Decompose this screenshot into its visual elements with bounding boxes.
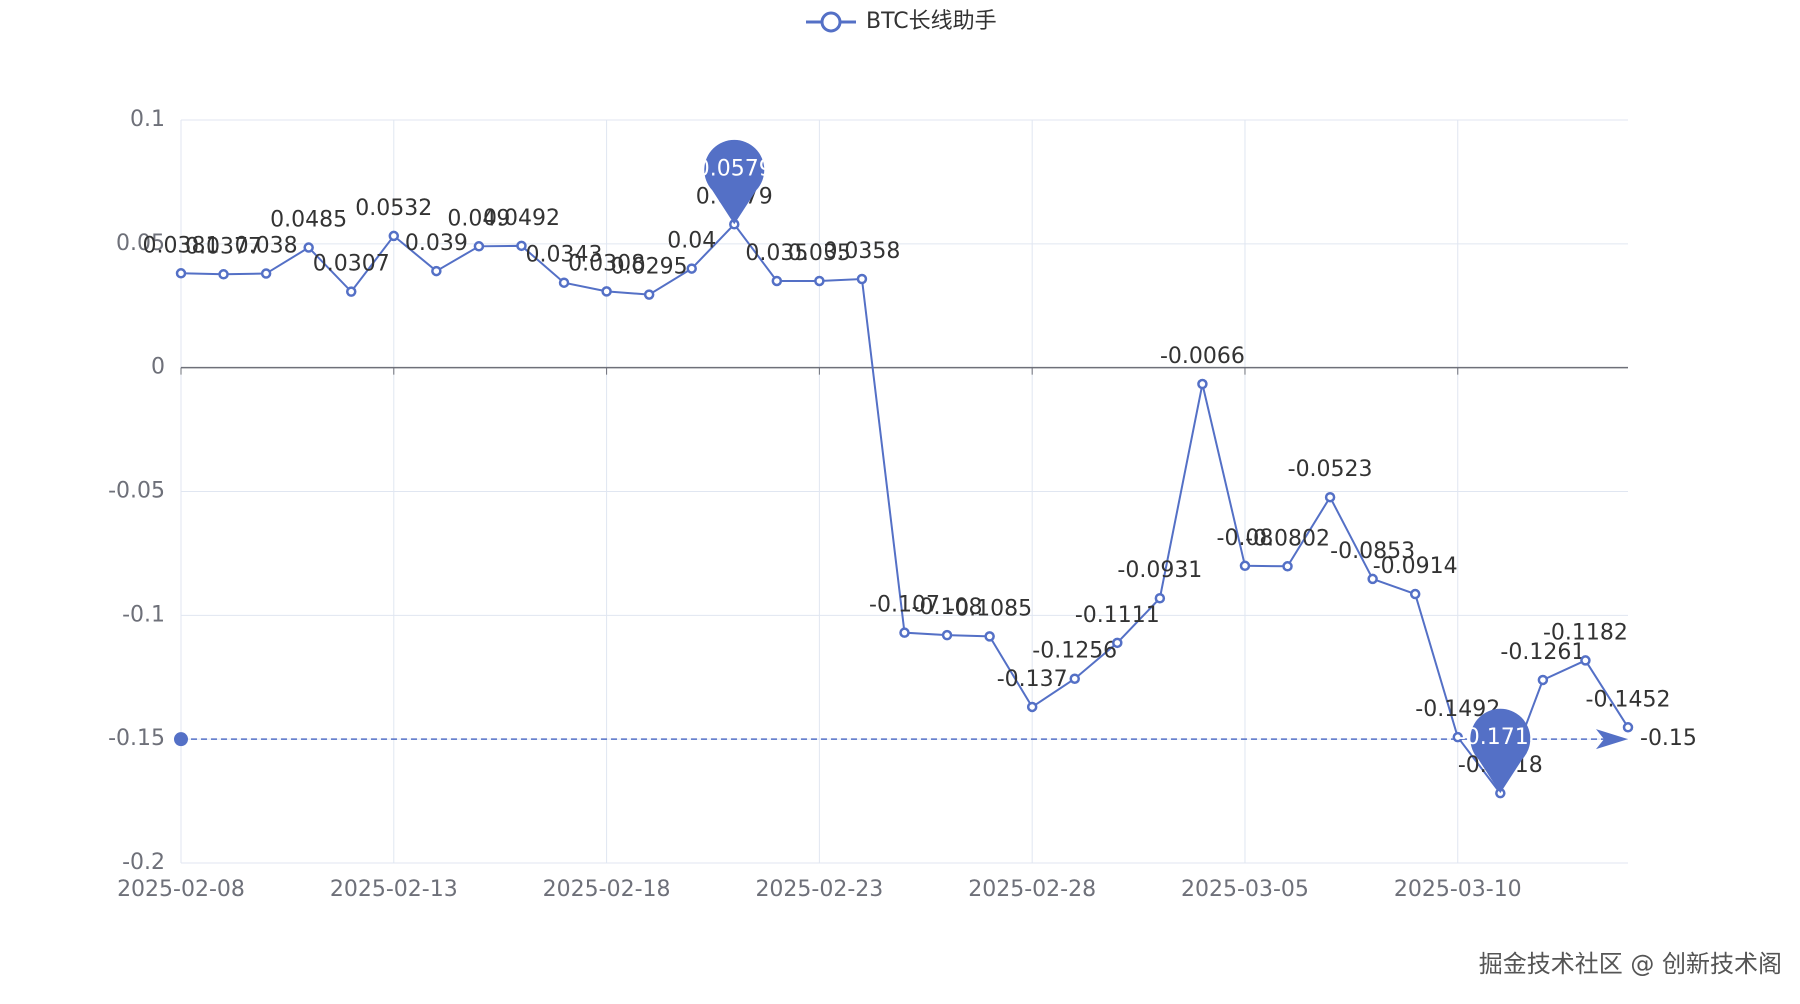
- data-point: [1282, 561, 1293, 572]
- data-point: [1580, 655, 1591, 666]
- data-point: [558, 277, 570, 288]
- data-label: -0.0853: [1330, 539, 1415, 564]
- data-label: -0.107: [869, 593, 940, 618]
- data-label: -0.0931: [1117, 558, 1202, 583]
- legend-label: BTC长线助手: [866, 9, 997, 34]
- data-point: [771, 275, 783, 287]
- x-tick-label: 2025-02-28: [968, 877, 1096, 902]
- data-point: [856, 273, 868, 285]
- data-label: -0.108: [912, 595, 983, 620]
- data-label: 0.0358: [823, 239, 900, 264]
- data-label: -0.1111: [1075, 603, 1160, 628]
- data-label: 0.0485: [270, 208, 347, 233]
- data-point: [686, 263, 697, 274]
- data-label: 0.038: [235, 234, 298, 259]
- data-label: 0.0343: [526, 243, 603, 268]
- data-point: [1622, 722, 1634, 733]
- data-point: [643, 289, 655, 300]
- data-label: -0.0914: [1373, 554, 1458, 579]
- x-tick-label: 2025-02-08: [117, 877, 245, 902]
- data-point: [345, 286, 357, 297]
- legend-symbol: [820, 11, 842, 33]
- mark-point-pin: [704, 139, 765, 225]
- data-label: 0.0532: [355, 196, 432, 221]
- data-label: 0.0295: [611, 255, 688, 280]
- watermark: 掘金技术社区 @ 创新技术阁: [1479, 950, 1782, 978]
- data-label: 0.035: [745, 241, 808, 266]
- data-label: -0.0066: [1160, 344, 1245, 369]
- data-point: [1026, 701, 1038, 713]
- data-point: [1112, 637, 1123, 649]
- mark-line-start: [174, 732, 188, 747]
- data-point: [601, 286, 612, 297]
- x-tick-label: 2025-03-10: [1394, 877, 1522, 902]
- data-point: [1452, 731, 1464, 743]
- mark-line-arrow: [1596, 729, 1628, 750]
- data-point: [175, 268, 187, 279]
- data-label: 0.0308: [568, 251, 645, 276]
- data-label: -0.0802: [1245, 526, 1330, 551]
- data-point: [218, 269, 229, 280]
- mark-point-label: -0.1718: [1458, 725, 1543, 750]
- data-point: [1409, 588, 1421, 600]
- x-tick-label: 2025-03-05: [1181, 877, 1309, 902]
- data-label: -0.137: [997, 667, 1068, 692]
- data-point: [984, 631, 995, 642]
- data-label: 0.0492: [483, 206, 560, 231]
- data-label: 0.039: [405, 231, 468, 256]
- data-label: 0.04: [667, 229, 716, 254]
- y-tick-label: 0.05: [116, 231, 165, 256]
- x-tick-label: 2025-02-18: [543, 877, 671, 902]
- data-point: [516, 240, 527, 252]
- data-label: 0.049: [447, 206, 510, 231]
- data-point: [1324, 491, 1336, 503]
- data-label: 0.0307: [313, 252, 390, 277]
- y-tick-label: 0: [151, 355, 165, 380]
- y-tick-label: -0.15: [108, 726, 165, 751]
- mark-point-label: 0.0579: [696, 156, 773, 181]
- data-point: [1239, 560, 1251, 572]
- data-point: [388, 230, 400, 242]
- data-point: [1537, 674, 1549, 686]
- y-tick-label: -0.2: [122, 850, 165, 875]
- y-tick-label: -0.05: [108, 479, 165, 504]
- data-label: -0.08: [1217, 526, 1274, 551]
- data-point: [1197, 378, 1208, 390]
- data-point: [941, 629, 953, 641]
- data-line: [180, 222, 1629, 796]
- data-label: -0.1452: [1586, 687, 1671, 712]
- data-point: [899, 627, 910, 638]
- mark-line-label: -0.15: [1640, 726, 1697, 751]
- data-label: 0.0377: [185, 234, 262, 259]
- data-label: -0.0523: [1288, 457, 1373, 482]
- data-label: 0.035: [788, 241, 851, 266]
- data-label: -0.1256: [1032, 639, 1117, 664]
- data-label: 0.0381: [143, 233, 220, 258]
- x-tick-label: 2025-02-13: [330, 877, 458, 902]
- mark-point-pin: [1470, 708, 1531, 794]
- data-label: -0.1261: [1500, 640, 1585, 665]
- data-label: -0.1085: [947, 596, 1032, 621]
- data-point: [260, 268, 272, 279]
- legend: BTC长线助手: [806, 9, 997, 34]
- y-tick-label: 0.1: [130, 107, 165, 132]
- data-point: [303, 242, 314, 253]
- data-point: [1154, 592, 1166, 604]
- data-point: [1367, 573, 1378, 585]
- y-tick-label: -0.1: [122, 602, 165, 627]
- data-point: [431, 265, 442, 277]
- data-label: -0.1182: [1543, 620, 1628, 645]
- data-point: [473, 241, 485, 252]
- x-tick-label: 2025-02-23: [755, 877, 883, 902]
- data-point: [1069, 673, 1080, 684]
- data-point: [814, 275, 825, 287]
